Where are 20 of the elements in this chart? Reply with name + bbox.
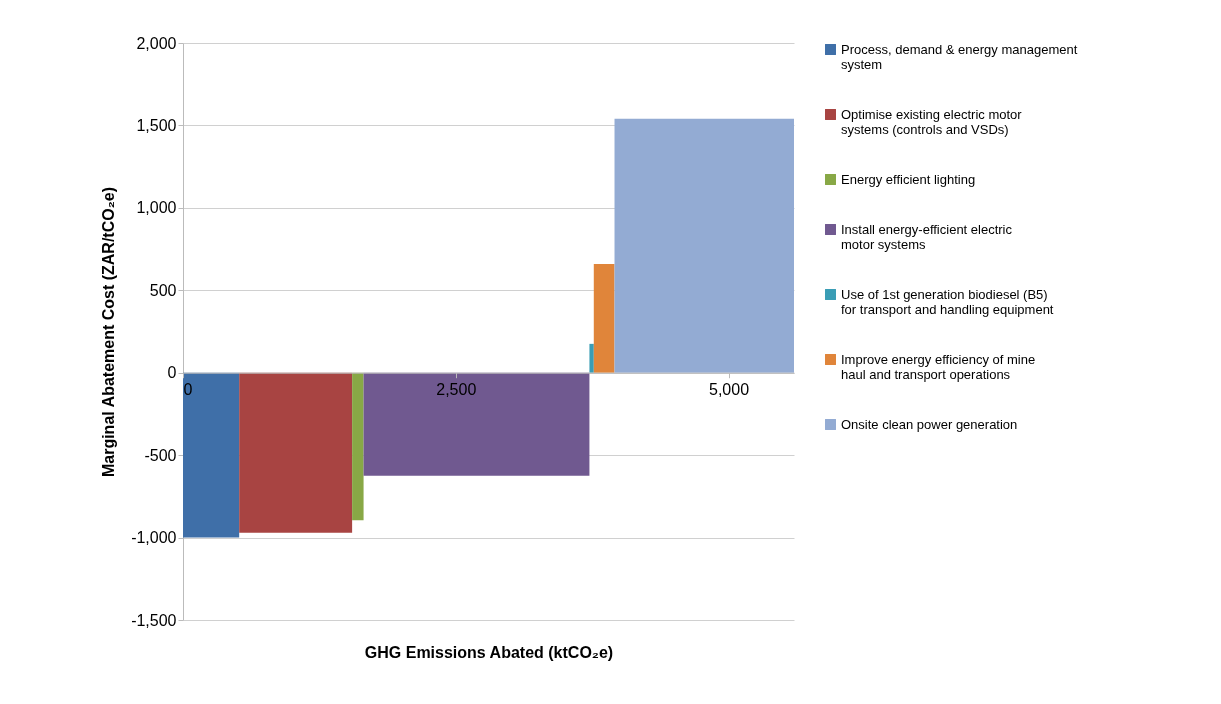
y-tick-label: 500 [149, 281, 177, 299]
x-tick-label: 5,000 [709, 381, 750, 399]
legend-label: Optimise existing electric motor systems (controls and VSDs) [841, 106, 1023, 137]
legend-label: Onsite clean power generation [841, 416, 1018, 432]
y-tick-label: -1,500 [131, 611, 177, 629]
x-axis-title: GHG Emissions Abated (ktCO₂e) [364, 643, 614, 661]
x-tick-label: 2,500 [436, 381, 477, 399]
legend-label: Energy efficient lighting [841, 171, 976, 187]
legend-label: Process, demand & energy management system [841, 41, 1078, 72]
y-tick-label: -1,000 [131, 529, 177, 547]
y-tick-label: 1,500 [136, 116, 177, 134]
y-axis-title: Marginal Abatement Cost (ZAR/tCO₂e) [100, 186, 118, 478]
legend-label: Install energy-efficient electric motor systems [841, 221, 1013, 252]
legend-label: Use of 1st generation biodiesel (B5) for transport and handling equipment [841, 286, 1054, 317]
x-tick-label: 0 [183, 381, 193, 399]
y-tick-label: -500 [144, 446, 177, 464]
y-tick-label: 0 [167, 364, 177, 382]
legend-label: Improve energy efficiency of mine haul and transport operations [841, 351, 1036, 382]
y-tick-label: 1,000 [136, 199, 177, 217]
y-tick-label: 2,000 [136, 34, 177, 52]
